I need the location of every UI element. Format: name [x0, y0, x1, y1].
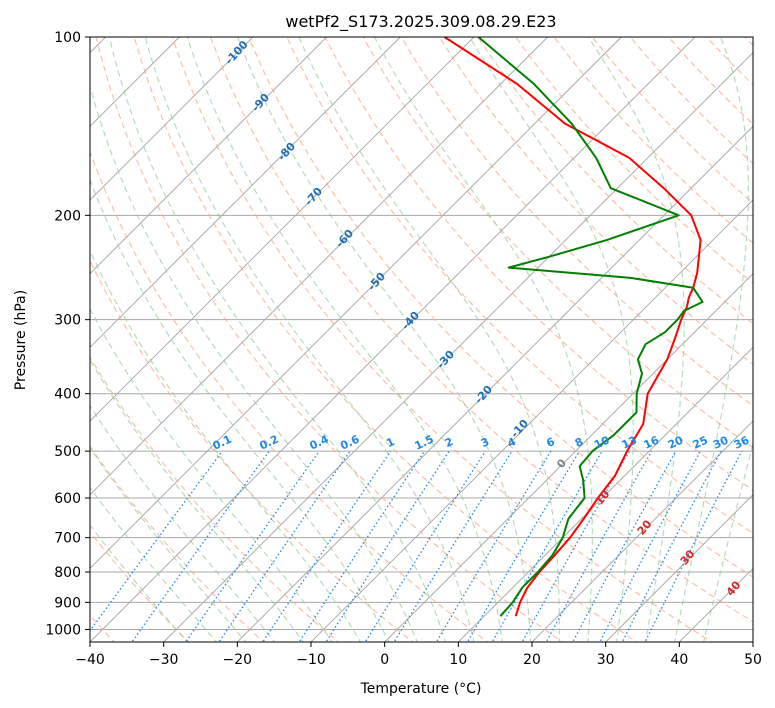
y-tick-label: 300 — [54, 313, 81, 329]
plot-frame — [89, 36, 754, 643]
axes: −40 −30 −20 −10 0 10 20 30 40 50 1000 900 800 700 600 5… — [45, 30, 762, 668]
isotherm-line — [90, 37, 401, 348]
dry-adiabat-line — [209, 37, 753, 623]
x-tick-label: 30 — [597, 652, 615, 668]
dewpoint-line — [477, 37, 704, 617]
dry-adiabat-line — [171, 37, 713, 642]
isotherm-line — [531, 420, 753, 642]
mixing-ratio-line — [364, 450, 486, 642]
moist-adiabat-line — [90, 404, 276, 642]
y-tick-label: 800 — [54, 565, 81, 581]
moist-adiabat-line — [469, 37, 634, 642]
isotherm-line — [163, 52, 753, 642]
y-tick-label: 200 — [54, 208, 81, 224]
mixing-ratio-line — [621, 450, 722, 642]
dry-adiabat-line — [248, 37, 753, 578]
moist-adiabat-line — [90, 446, 247, 642]
mixing-ratio-line — [131, 450, 270, 642]
moist-adiabat-line — [186, 37, 503, 642]
background-lines — [90, 37, 753, 642]
moist-adiabat-line — [90, 358, 305, 642]
dry-adiabat-line — [95, 37, 564, 642]
chart-title: wetPf2_S173.2025.309.08.29.E23 — [285, 12, 556, 32]
mixing-ratio-line — [393, 450, 513, 642]
y-tick-label: 900 — [54, 595, 81, 611]
y-tick-label: 600 — [54, 491, 81, 507]
dry-adiabat-line — [90, 356, 340, 642]
dry-adiabat-line — [90, 445, 265, 642]
x-tick-label: −10 — [296, 652, 326, 668]
dry-adiabat-line — [324, 37, 753, 491]
x-tick-label: 40 — [670, 652, 688, 668]
mixing-ratio-label: 25 — [691, 434, 710, 452]
dry-adiabat-line — [477, 37, 753, 325]
mixing-ratio-label: 16 — [642, 433, 662, 451]
y-tick-label: 500 — [54, 444, 81, 460]
moist-adiabat-line — [144, 37, 475, 642]
moist-adiabat-line — [90, 524, 188, 642]
mixing-ratio-line — [599, 450, 702, 642]
x-axis-title: Temperature (°C) — [360, 681, 482, 697]
moist-adiabat-line — [90, 486, 218, 642]
moist-adiabat-line — [90, 178, 390, 642]
moist-adiabat-line — [703, 441, 753, 642]
isotherm-line — [384, 273, 753, 642]
moist-adiabat-line — [90, 307, 333, 642]
moist-adiabat-line — [108, 37, 447, 642]
mixing-ratio-line — [572, 450, 677, 642]
mixing-ratio-label: 10 — [592, 433, 612, 451]
mixing-ratio-line — [262, 450, 392, 642]
y-tick-label: 700 — [54, 531, 81, 547]
isotherm-line — [605, 494, 753, 642]
mixing-ratio-label: 30 — [711, 433, 731, 451]
moist-adiabat-line — [90, 84, 418, 642]
mixing-ratio-line — [325, 450, 450, 642]
isotherm-line — [310, 199, 753, 642]
dry-adiabat-line — [90, 259, 414, 642]
isotherm-line — [90, 37, 254, 201]
mixing-ratio-label: 13 — [620, 434, 639, 452]
dry-adiabat-line — [438, 37, 753, 366]
moist-adiabat-line — [298, 37, 560, 642]
dry-adiabat-line — [362, 37, 753, 449]
moist-adiabat-line — [374, 37, 593, 642]
isotherm-line — [237, 125, 753, 642]
x-tick-label: −40 — [75, 652, 105, 668]
mixing-ratio-line — [185, 450, 320, 642]
temperature-line — [443, 37, 702, 617]
x-tick-label: 10 — [449, 652, 467, 668]
x-tick-label: 20 — [523, 652, 541, 668]
y-tick-label: 1000 — [45, 622, 81, 638]
dry-adiabat-line — [286, 37, 753, 534]
isotherm-line — [90, 37, 548, 496]
mixing-ratio-label: 20 — [666, 433, 686, 451]
moist-adiabat-line — [674, 37, 749, 642]
x-tick-label: 50 — [744, 652, 762, 668]
y-tick-label: 100 — [54, 30, 81, 46]
isotherm-line — [458, 346, 753, 642]
plot-area — [90, 37, 753, 642]
moist-adiabat-line — [90, 249, 362, 642]
dry-adiabat-line — [400, 37, 753, 407]
isotherm-line — [90, 37, 327, 275]
mixing-ratio-line — [466, 450, 580, 642]
dry-adiabat-line — [133, 37, 639, 642]
moist-adiabat-line — [237, 37, 532, 642]
isotherm-line — [90, 37, 622, 569]
moist-adiabat-line — [587, 37, 685, 642]
x-tick-label: −30 — [149, 652, 179, 668]
mixing-ratio-label: 36 — [732, 433, 752, 451]
x-tick-label: 0 — [380, 652, 389, 668]
mixing-ratio-line — [90, 450, 223, 632]
mixing-ratio-line — [218, 450, 351, 642]
mixing-ratio-line — [298, 450, 425, 642]
profile-lines — [443, 37, 704, 617]
x-tick-label: −20 — [223, 652, 253, 668]
y-tick-label: 400 — [54, 387, 81, 403]
y-axis-title: Pressure (hPa) — [13, 290, 29, 390]
